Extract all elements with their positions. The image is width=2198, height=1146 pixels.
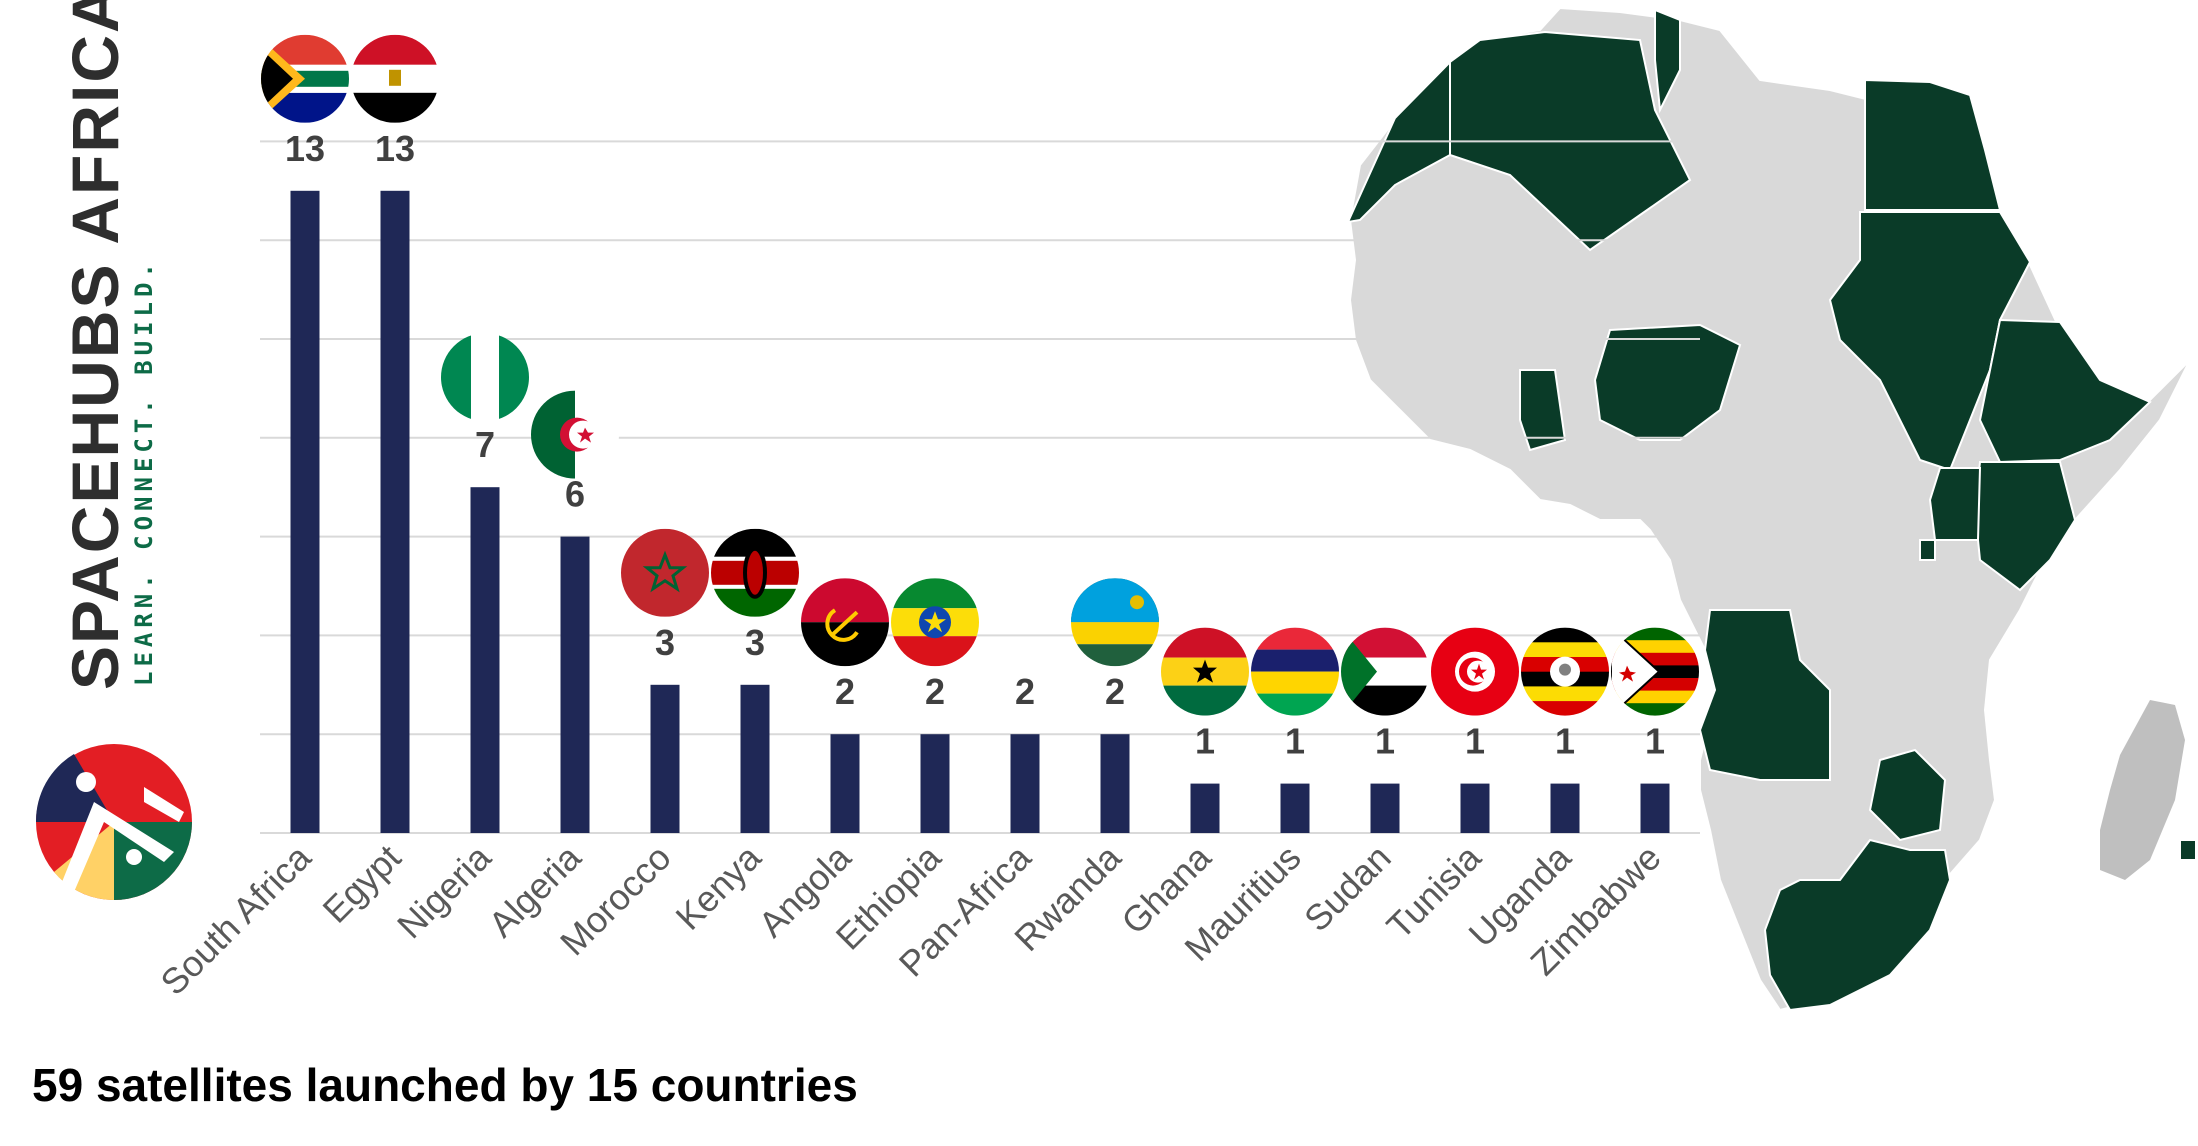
rwanda-flag xyxy=(1071,578,1159,667)
value-label: 2 xyxy=(925,671,945,712)
sudan-flag xyxy=(1341,627,1429,716)
brand-block: SPACEHUBS AFRICA LEARN. CONNECT. BUILD. xyxy=(58,0,158,690)
bar xyxy=(560,536,590,833)
value-label: 13 xyxy=(375,128,415,169)
angola-shape xyxy=(1698,609,1831,781)
value-label: 7 xyxy=(475,424,495,465)
madagascar-shape xyxy=(2100,700,2185,880)
mauritius-flag xyxy=(1251,627,1339,716)
value-label: 1 xyxy=(1645,721,1665,762)
uganda-flag xyxy=(1521,627,1609,716)
bar xyxy=(830,734,860,833)
egypt-shape xyxy=(1864,78,2002,211)
category-label: Kenya xyxy=(667,836,769,938)
uganda-shape xyxy=(1928,467,1982,541)
algeria-flag xyxy=(531,390,619,479)
kenya-flag xyxy=(711,528,799,617)
chart-caption: 59 satellites launched by 15 countries xyxy=(32,1059,858,1111)
bars xyxy=(290,190,1670,834)
zimbabwe-shape xyxy=(1868,748,1947,842)
value-labels: 13 13 7 6 3 3 2 2 2 2 1 1 1 1 1 1 xyxy=(285,128,1665,762)
bar xyxy=(740,684,770,833)
spacehubs-logo-icon xyxy=(35,744,192,901)
value-label: 1 xyxy=(1195,721,1215,762)
morocco-flag xyxy=(621,528,709,617)
value-label: 2 xyxy=(1105,671,1125,712)
category-labels: South AfricaEgyptNigeriaAlgeriaMoroccoKe… xyxy=(152,836,1668,1003)
bar xyxy=(1280,783,1310,833)
category-label: Nigeria xyxy=(389,836,499,946)
zimbabwe-flag xyxy=(1611,627,1699,716)
south-africa-flag xyxy=(261,34,349,123)
bar xyxy=(1550,783,1580,833)
value-label: 1 xyxy=(1285,721,1305,762)
brand-tagline: LEARN. CONNECT. BUILD. xyxy=(130,258,158,686)
value-label: 3 xyxy=(745,622,765,663)
bar xyxy=(470,487,500,833)
value-label: 1 xyxy=(1375,721,1395,762)
value-label: 1 xyxy=(1555,721,1575,762)
sudan-shape xyxy=(1828,211,2032,472)
bar xyxy=(1370,783,1400,833)
value-label: 1 xyxy=(1465,721,1485,762)
bar xyxy=(1640,783,1670,833)
bar xyxy=(380,190,410,834)
mauritius-shape xyxy=(2179,839,2197,861)
bar xyxy=(1190,783,1220,833)
bar xyxy=(1010,734,1040,833)
ghana-shape xyxy=(1519,369,1567,452)
bar xyxy=(1460,783,1490,833)
value-label: 13 xyxy=(285,128,325,169)
south-africa-shape xyxy=(1763,838,1952,1012)
value-label: 3 xyxy=(655,622,675,663)
bar xyxy=(1100,734,1130,833)
ethiopia-shape xyxy=(1978,318,2152,464)
bar xyxy=(290,190,320,834)
ghana-flag xyxy=(1161,627,1249,716)
bar xyxy=(920,734,950,833)
value-label: 6 xyxy=(565,474,585,515)
angola-flag xyxy=(801,578,889,667)
nigeria-shape xyxy=(1593,323,1742,441)
brand-name: SPACEHUBS AFRICA xyxy=(58,0,132,690)
value-label: 2 xyxy=(835,671,855,712)
nigeria-flag xyxy=(441,333,529,422)
value-label: 2 xyxy=(1015,671,1035,712)
rwanda-shape xyxy=(1919,539,1936,561)
ethiopia-flag xyxy=(891,578,979,667)
bar xyxy=(650,684,680,833)
egypt-flag xyxy=(351,34,439,123)
tunisia-shape xyxy=(1654,8,1681,114)
tunisia-flag xyxy=(1431,627,1519,716)
